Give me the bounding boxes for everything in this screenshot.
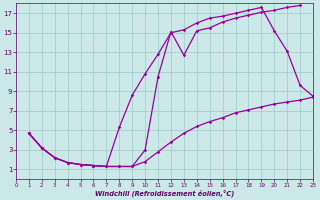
X-axis label: Windchill (Refroidissement éolien,°C): Windchill (Refroidissement éolien,°C) (95, 189, 234, 197)
